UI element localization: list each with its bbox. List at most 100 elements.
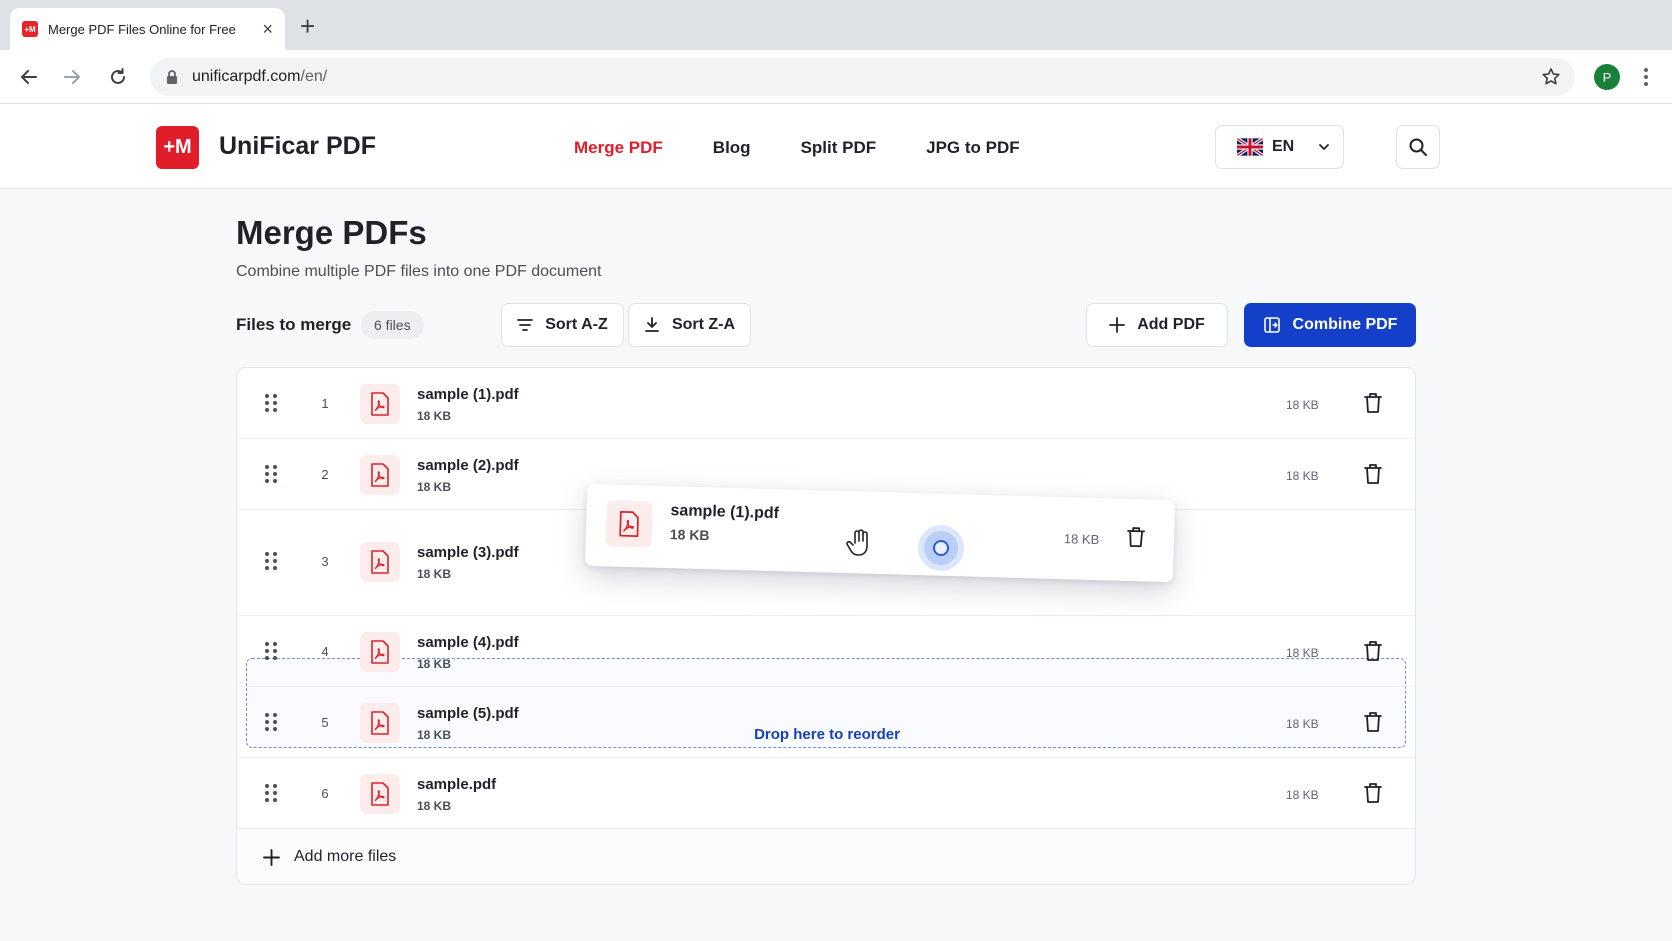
trash-icon[interactable] — [1363, 782, 1383, 809]
file-size-right: 18 KB — [1286, 398, 1319, 412]
files-count-badge: 6 files — [361, 311, 424, 339]
pdf-file-icon — [605, 500, 653, 548]
file-size-right: 18 KB — [1286, 717, 1319, 731]
page-title: Merge PDFs — [236, 214, 427, 251]
browser-toolbar: unificarpdf.com/en/ P — [0, 50, 1672, 104]
file-row[interactable]: 1 sample (1).pdf 18 KB 18 KB — [237, 368, 1415, 439]
file-row[interactable]: 4 sample (4).pdf 18 KB 18 KB — [237, 616, 1415, 687]
file-index: 4 — [321, 644, 329, 659]
sort-lines-icon — [517, 319, 534, 331]
file-size: 18 KB — [417, 799, 452, 813]
file-list: 1 sample (1).pdf 18 KB 18 KB 2 sample (2… — [236, 367, 1416, 885]
pdf-file-icon — [360, 632, 400, 672]
file-name: sample (5).pdf — [417, 705, 519, 722]
profile-avatar[interactable]: P — [1594, 64, 1620, 90]
drag-handle-icon[interactable] — [265, 465, 277, 483]
drag-handle-icon[interactable] — [265, 713, 277, 731]
chevron-down-icon — [1319, 144, 1330, 150]
close-tab-icon[interactable]: × — [262, 18, 273, 39]
language-label: EN — [1272, 138, 1295, 155]
sort-za-button[interactable]: Sort Z-A — [628, 303, 751, 347]
add-pdf-button[interactable]: Add PDF — [1086, 303, 1228, 347]
file-size: 18 KB — [417, 409, 452, 423]
combine-icon — [1263, 317, 1280, 333]
bookmark-star-icon[interactable] — [1541, 67, 1561, 92]
main-nav: Merge PDF Blog Split PDF JPG to PDF — [574, 138, 1020, 158]
drag-handle-icon[interactable] — [265, 394, 277, 412]
nav-split-pdf[interactable]: Split PDF — [800, 138, 877, 157]
pdf-file-icon — [360, 542, 400, 582]
file-index: 3 — [321, 554, 329, 569]
trash-icon[interactable] — [1363, 392, 1383, 419]
sort-az-button[interactable]: Sort A-Z — [501, 303, 624, 347]
file-name: sample (3).pdf — [417, 544, 519, 561]
search-button[interactable] — [1396, 125, 1440, 169]
file-size: 18 KB — [417, 728, 452, 742]
file-name: sample (2).pdf — [417, 457, 519, 474]
file-index: 1 — [321, 396, 329, 411]
back-icon[interactable] — [16, 64, 42, 90]
file-size: 18 KB — [417, 480, 452, 494]
trash-icon[interactable] — [1363, 463, 1383, 490]
lock-icon — [166, 69, 178, 85]
forward-icon[interactable] — [59, 64, 85, 90]
trash-icon[interactable] — [1363, 640, 1383, 667]
file-name: sample.pdf — [417, 776, 497, 793]
file-size: 18 KB — [417, 567, 452, 581]
file-row[interactable]: Drop here to reorder 3 sample (3).pdf 18… — [237, 510, 1415, 748]
address-bar[interactable]: unificarpdf.com/en/ — [150, 58, 1575, 96]
file-row[interactable]: 6 sample.pdf 18 KB 18 KB — [237, 758, 1415, 829]
file-size-right: 18 KB — [1286, 469, 1319, 483]
download-arrow-icon — [645, 317, 659, 332]
file-name: sample (1).pdf — [417, 386, 519, 403]
logo-icon[interactable]: +M — [156, 126, 199, 169]
touch-indicator — [918, 525, 964, 571]
pdf-file-icon — [360, 455, 400, 495]
pdf-file-icon — [360, 384, 400, 424]
drag-handle-icon[interactable] — [265, 642, 277, 660]
file-index: 6 — [321, 786, 329, 801]
file-size-right: 18 KB — [1286, 646, 1319, 660]
file-size-right: 18 KB — [1063, 531, 1100, 548]
favicon-icon: +M — [22, 21, 38, 37]
drag-handle-icon[interactable] — [265, 552, 277, 570]
browser-tab[interactable]: +M Merge PDF Files Online for Free × — [10, 8, 285, 50]
url-text: unificarpdf.com/en/ — [192, 68, 328, 85]
drop-hint: Drop here to reorder — [754, 726, 900, 743]
add-more-files-button[interactable]: Add more files — [237, 829, 1415, 884]
file-size: 18 KB — [669, 526, 710, 544]
language-selector[interactable]: EN — [1215, 125, 1344, 169]
plus-icon — [1109, 317, 1126, 333]
nav-blog[interactable]: Blog — [712, 138, 751, 157]
page-subtitle: Combine multiple PDF files into one PDF … — [236, 263, 602, 280]
tab-title: Merge PDF Files Online for Free — [48, 21, 236, 37]
trash-icon[interactable] — [1363, 711, 1383, 738]
brand-name[interactable]: UniFicar PDF — [219, 132, 376, 160]
plus-icon — [263, 848, 280, 866]
pdf-file-icon — [360, 703, 400, 743]
file-index: 2 — [321, 467, 329, 482]
uk-flag-icon — [1237, 138, 1263, 156]
dragged-file-card[interactable]: sample (1).pdf 18 KB 18 KB — [584, 483, 1176, 583]
combine-pdf-button[interactable]: Combine PDF — [1244, 303, 1416, 347]
nav-merge-pdf[interactable]: Merge PDF — [574, 138, 663, 157]
site-header: +M UniFicar PDF Merge PDF Blog Split PDF… — [0, 104, 1672, 189]
trash-icon[interactable] — [1126, 526, 1147, 554]
nav-jpg-to-pdf[interactable]: JPG to PDF — [926, 138, 1020, 157]
reload-icon[interactable] — [105, 64, 131, 90]
file-size-right: 18 KB — [1286, 788, 1319, 802]
new-tab-button[interactable]: + — [300, 11, 316, 41]
drag-handle-icon[interactable] — [265, 784, 277, 802]
drop-zone[interactable]: Drop here to reorder — [246, 658, 1406, 748]
file-size: 18 KB — [417, 657, 452, 671]
browser-tabstrip: +M Merge PDF Files Online for Free × + — [0, 0, 1672, 50]
files-to-merge-label: Files to merge — [236, 315, 352, 334]
file-name: sample (1).pdf — [670, 502, 780, 523]
browser-menu-icon[interactable] — [1636, 64, 1656, 90]
hand-cursor-icon — [846, 529, 872, 562]
file-row[interactable]: 5 sample (5).pdf 18 KB 18 KB — [237, 687, 1415, 758]
search-icon — [1409, 138, 1427, 156]
file-name: sample (4).pdf — [417, 634, 519, 651]
pdf-file-icon — [360, 774, 400, 814]
file-index: 5 — [321, 715, 329, 730]
